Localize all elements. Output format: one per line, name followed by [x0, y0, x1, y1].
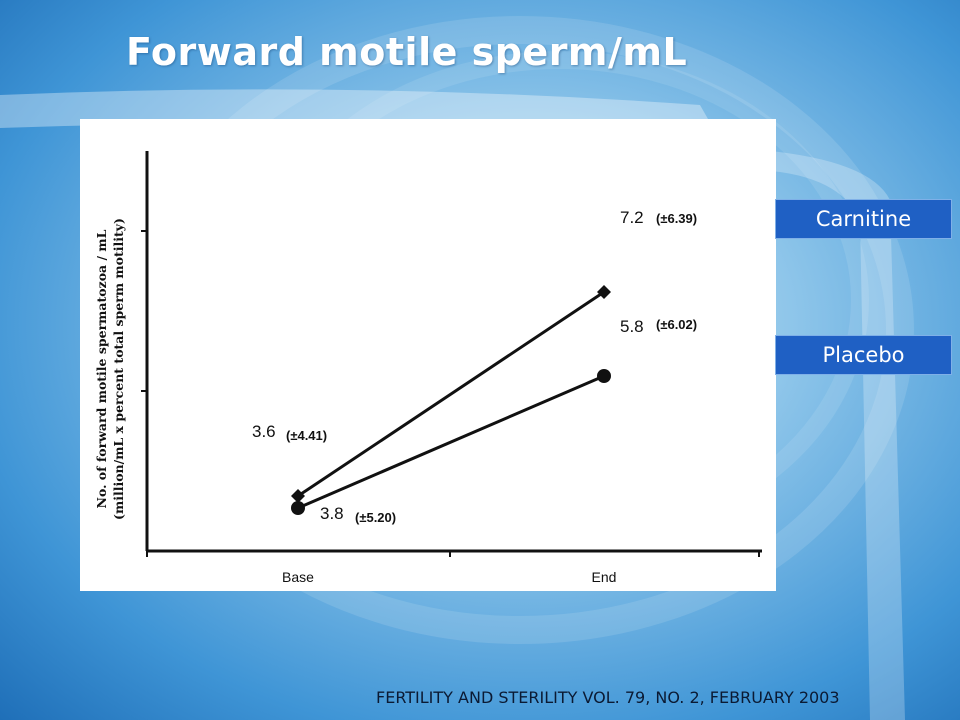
- label-carnitine-end: 7.2: [620, 208, 644, 227]
- legend-carnitine: Carnitine: [775, 199, 952, 239]
- chart-panel: Base End No. of forward motile spermatoz…: [80, 119, 776, 591]
- series-line-placebo: [297, 374, 605, 510]
- label-placebo-end: 5.8: [620, 317, 644, 336]
- slide-title: Forward motile sperm/mL: [126, 30, 688, 74]
- label-placebo-base: 3.6: [252, 422, 276, 441]
- sd-carnitine-end: (±6.39): [656, 211, 697, 226]
- point-carnitine-base: [291, 489, 305, 503]
- label-carnitine-base: 3.8: [320, 504, 344, 523]
- legend-placebo: Placebo: [775, 335, 952, 375]
- point-placebo-end: [597, 369, 611, 383]
- series-line-carnitine: [297, 290, 605, 498]
- x-tick-label-base: Base: [282, 569, 314, 585]
- sd-carnitine-base: (±5.20): [355, 510, 396, 525]
- line-chart: Base End No. of forward motile spermatoz…: [94, 151, 762, 585]
- point-placebo-base: [291, 501, 305, 515]
- point-carnitine-end: [597, 285, 611, 299]
- y-axis-label-line1: No. of forward motile spermatozoa / mL: [94, 229, 109, 508]
- citation: FERTILITY AND STERILITY VOL. 79, NO. 2, …: [376, 688, 840, 707]
- x-tick-label-end: End: [592, 569, 617, 585]
- y-axis-label-line2: (million/mL x percent total sperm motili…: [111, 218, 126, 520]
- sd-placebo-end: (±6.02): [656, 317, 697, 332]
- sd-placebo-base: (±4.41): [286, 428, 327, 443]
- series-layer: [291, 285, 611, 515]
